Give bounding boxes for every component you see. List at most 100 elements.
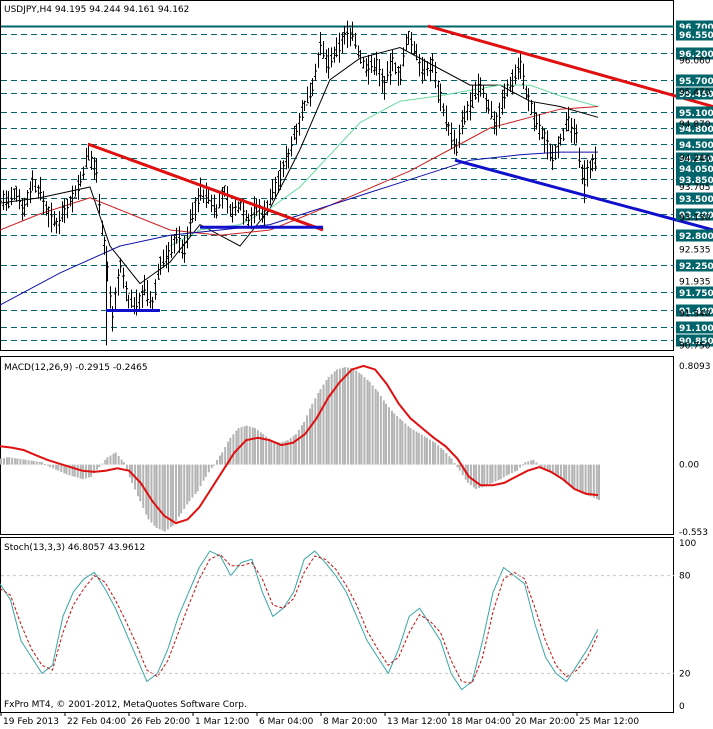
price-label: 95.450 xyxy=(679,90,713,100)
macd-bar xyxy=(497,464,500,481)
macd-bar xyxy=(245,425,248,465)
macd-bar xyxy=(303,421,306,465)
macd-bar xyxy=(145,464,148,515)
time-label: 22 Feb 04:00 xyxy=(67,717,126,727)
macd-bar xyxy=(344,367,347,465)
price-label-box xyxy=(676,286,713,299)
macd-bar xyxy=(0,458,2,465)
macd-bar xyxy=(573,464,576,489)
macd-bar xyxy=(579,464,582,493)
price-tick-label: 93.130 xyxy=(679,214,711,224)
macd-bar xyxy=(114,452,117,465)
time-label: 6 Mar 04:00 xyxy=(259,717,314,727)
macd-bar xyxy=(461,464,464,476)
macd-bar xyxy=(199,464,202,487)
price-label-box xyxy=(676,87,713,100)
macd-bar xyxy=(276,442,279,465)
macd-bar xyxy=(333,371,336,465)
stoch-axis: 100 80 20 0 xyxy=(1,539,696,712)
stoch-main-line xyxy=(0,550,599,691)
macd-bar xyxy=(178,464,181,517)
macd-bar xyxy=(256,430,259,465)
macd-bar xyxy=(229,437,232,465)
macd-bar xyxy=(546,464,549,471)
macd-bar xyxy=(294,434,297,465)
macd-bar xyxy=(448,456,451,465)
price-label-box xyxy=(676,138,713,151)
macd-bar xyxy=(237,428,240,465)
macd-signal-line xyxy=(0,364,599,525)
macd-bar xyxy=(584,464,587,495)
macd-bar xyxy=(382,400,385,465)
macd-bar xyxy=(592,464,595,498)
price-label: 94.500 xyxy=(679,141,713,151)
price-label: 93.500 xyxy=(679,195,713,205)
macd-bar xyxy=(598,464,600,500)
macd-bar xyxy=(341,367,344,465)
price-label-box xyxy=(676,208,713,221)
macd-bar xyxy=(309,408,312,465)
time-label: 19 Feb 2013 xyxy=(3,717,59,727)
macd-bar xyxy=(548,464,551,472)
macd-bar xyxy=(3,458,5,465)
macd-bar xyxy=(306,415,309,465)
macd-bar xyxy=(65,464,68,475)
price-label: 93.200 xyxy=(679,211,713,221)
macd-bar xyxy=(235,430,238,465)
macd-bar xyxy=(155,464,158,528)
macd-bar xyxy=(456,464,459,468)
macd-bar xyxy=(453,462,456,465)
macd-bar xyxy=(232,434,235,465)
price-label-box xyxy=(676,74,713,87)
macd-bar xyxy=(112,453,115,465)
macd-bar xyxy=(391,410,394,465)
price-label: 91.750 xyxy=(679,289,713,299)
macd-bar xyxy=(595,464,598,499)
macd-bar xyxy=(524,462,527,465)
macd-bar xyxy=(150,464,153,523)
macd-bar xyxy=(109,455,112,465)
macd-bar xyxy=(412,429,415,465)
macd-bar xyxy=(224,447,227,465)
price-label: 91.100 xyxy=(679,324,713,334)
price-label: 96.200 xyxy=(679,50,713,60)
price-label-box xyxy=(676,173,713,186)
price-tick-label: 93.705 xyxy=(679,183,711,193)
macd-bar xyxy=(368,381,371,465)
macd-axis: 0.8093 0.00 -0.553 xyxy=(679,362,711,538)
macd-bar xyxy=(32,460,35,465)
trendlines xyxy=(87,24,713,312)
macd-bar xyxy=(469,464,472,486)
macd-bar xyxy=(183,464,186,509)
price-tick-label: 90.750 xyxy=(679,341,711,351)
macd-bar xyxy=(325,380,328,465)
macd-bar xyxy=(423,436,426,465)
price-label-box xyxy=(676,259,713,272)
macd-bar xyxy=(55,464,58,470)
macd-bar xyxy=(376,391,379,465)
stoch-tick-label: 0 xyxy=(679,702,685,712)
macd-bar xyxy=(505,464,508,476)
macd-bar xyxy=(417,432,420,465)
macd-bar xyxy=(425,437,428,465)
macd-bar xyxy=(46,464,49,466)
stoch-lines xyxy=(0,550,599,691)
macd-bar xyxy=(24,459,27,465)
price-tick-label: 96.060 xyxy=(679,56,711,66)
price-label-box xyxy=(676,229,713,242)
macd-bar xyxy=(52,464,55,469)
stoch-title: Stoch(13,3,3) 46.8057 43.9612 xyxy=(4,543,145,553)
macd-bar xyxy=(153,464,156,526)
macd-bar xyxy=(355,370,358,465)
macd-bar xyxy=(273,441,276,465)
price-label-box xyxy=(676,47,713,60)
macd-bar xyxy=(458,464,461,471)
macd-bar xyxy=(207,464,210,473)
price-label: 92.250 xyxy=(679,262,713,272)
macd-bar xyxy=(221,452,224,465)
macd-bar xyxy=(563,464,566,482)
price-tick-label: 92.535 xyxy=(679,246,711,256)
price-label-box xyxy=(676,321,713,334)
macd-bar xyxy=(243,426,246,465)
